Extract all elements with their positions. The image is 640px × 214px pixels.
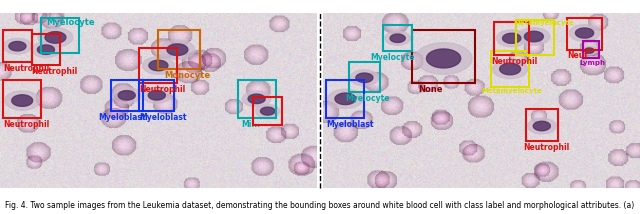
Text: Neutrophil: Neutrophil [140, 85, 186, 94]
Polygon shape [143, 88, 171, 103]
Polygon shape [570, 25, 600, 42]
Polygon shape [415, 43, 472, 74]
Bar [491, 51, 529, 86]
Bar [159, 30, 200, 69]
Polygon shape [260, 107, 275, 115]
Bar [349, 62, 380, 92]
Bar [32, 34, 60, 65]
Bar [526, 109, 557, 141]
Text: Monocyte: Monocyte [164, 71, 211, 80]
Polygon shape [335, 93, 356, 105]
Bar [140, 48, 177, 83]
Text: Neutrophil: Neutrophil [491, 57, 538, 66]
Text: Lymph: Lymph [580, 60, 606, 66]
Text: Metamyelocyte: Metamyelocyte [513, 20, 574, 26]
Polygon shape [527, 118, 556, 134]
Polygon shape [148, 91, 165, 100]
Polygon shape [37, 45, 54, 54]
Polygon shape [3, 38, 32, 54]
Text: Neut: Neut [567, 51, 588, 60]
Polygon shape [502, 33, 521, 43]
Polygon shape [143, 57, 174, 74]
Text: Fig. 4. Two sample images from the Leukemia dataset, demonstrating the bounding : Fig. 4. Two sample images from the Leuke… [5, 201, 635, 210]
Polygon shape [356, 73, 373, 83]
Polygon shape [493, 59, 527, 79]
Polygon shape [518, 28, 550, 45]
Bar [111, 80, 143, 111]
Polygon shape [243, 91, 271, 107]
Text: (b): (b) [473, 0, 490, 2]
Polygon shape [149, 60, 168, 71]
Bar [326, 80, 364, 118]
Polygon shape [497, 30, 527, 47]
Text: None: None [419, 85, 443, 94]
Polygon shape [118, 91, 135, 100]
Polygon shape [584, 48, 594, 53]
Polygon shape [4, 91, 40, 110]
Bar [253, 97, 282, 125]
Polygon shape [160, 40, 195, 59]
Polygon shape [426, 49, 461, 68]
Text: Myeloblast: Myeloblast [326, 120, 374, 129]
Text: Myelocyte: Myelocyte [371, 53, 415, 62]
Polygon shape [500, 63, 520, 75]
Bar [140, 80, 174, 111]
Polygon shape [385, 31, 410, 45]
Polygon shape [350, 70, 379, 86]
Text: Neutrophil: Neutrophil [523, 143, 569, 152]
Polygon shape [524, 31, 543, 42]
Bar [494, 22, 529, 55]
Text: Metamyelocyte: Metamyelocyte [482, 88, 542, 94]
Bar [567, 18, 602, 50]
Text: Neutrophil: Neutrophil [3, 120, 49, 129]
Text: (a): (a) [150, 0, 167, 2]
Bar [516, 20, 554, 55]
Polygon shape [32, 42, 60, 58]
Polygon shape [328, 89, 363, 108]
Bar [412, 30, 476, 83]
Polygon shape [12, 95, 33, 106]
Bar [3, 30, 32, 62]
Polygon shape [533, 121, 550, 131]
Text: Myelocyte: Myelocyte [46, 18, 95, 27]
Polygon shape [113, 88, 141, 103]
Text: Neutrophil: Neutrophil [3, 64, 49, 73]
Bar [237, 80, 276, 118]
Polygon shape [38, 28, 73, 47]
Bar [3, 80, 41, 118]
Text: Myeloblast: Myeloblast [98, 113, 146, 122]
Polygon shape [9, 42, 26, 51]
Text: Myeloblast: Myeloblast [140, 113, 187, 122]
Polygon shape [255, 104, 280, 118]
Polygon shape [248, 94, 265, 104]
Text: Myelocyte: Myelocyte [346, 94, 390, 103]
Bar [383, 25, 412, 51]
Polygon shape [581, 46, 597, 55]
Bar [41, 18, 79, 53]
Bar [583, 41, 599, 58]
Polygon shape [390, 34, 405, 43]
Text: Mi...: Mi... [241, 120, 260, 129]
Text: Neutrophil: Neutrophil [32, 67, 78, 76]
Polygon shape [575, 28, 594, 38]
Polygon shape [45, 32, 66, 43]
Polygon shape [167, 44, 188, 55]
